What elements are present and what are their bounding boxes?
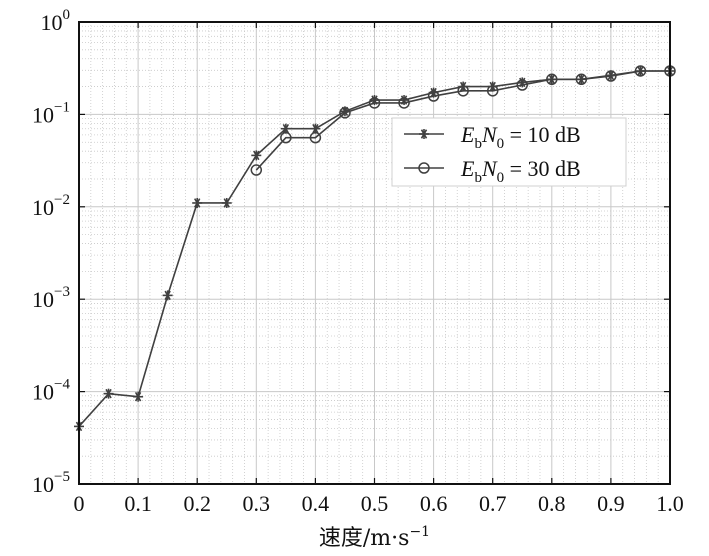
ticks: 0 0.1 0.2 0.3 0.4 0.5 0.6 0.7 0.8 0.9 1.0 10−5 10−4 1… [32,7,684,516]
legend-item: EbN0 = 10 dB [404,122,581,152]
y-tick-label: 10−4 [32,377,70,405]
data-point-asterisk [517,77,528,88]
legend-box [391,117,627,187]
y-tick-label: 100 [41,7,71,35]
x-axis-label-main: 速度/m·s [319,526,410,551]
legend-label: EbN0 = 30 dB [460,156,581,186]
y-tick-label: 10−2 [32,192,70,220]
data-point-asterisk [576,74,587,85]
data-point-asterisk [162,290,173,301]
x-tick-label: 0.5 [361,491,389,516]
x-tick-label: 0.3 [243,491,271,516]
data-point-asterisk [339,106,350,117]
series-ebn0-10db [74,65,675,432]
data-point-asterisk [251,150,262,161]
data-point-asterisk [192,197,203,208]
plot-frame [78,21,671,485]
data-point-asterisk [399,95,410,106]
x-tick-label: 1.0 [656,491,684,516]
data-point-asterisk [369,95,380,106]
x-tick-label: 0.8 [538,491,566,516]
x-tick-label: 0.1 [124,491,152,516]
data-point-asterisk [546,74,557,85]
data-point-asterisk [458,81,469,92]
x-axis-label: 速度/m·s−1 [319,524,430,551]
x-tick-label: 0.2 [183,491,211,516]
x-tick-label: 0.9 [597,491,625,516]
x-tick-label: 0 [74,491,85,516]
legend: EbN0 = 10 dB EbN0 = 30 dB [391,117,627,187]
data-point-asterisk [221,197,232,208]
x-tick-label: 0.7 [479,491,507,516]
grid [79,22,670,484]
data-point-asterisk [419,129,429,139]
data-point-asterisk [487,81,498,92]
y-tick-label: 10−1 [32,99,70,127]
data-point-asterisk [133,391,144,402]
x-tick-label: 0.4 [302,491,330,516]
legend-item: EbN0 = 30 dB [404,156,581,186]
data-point-asterisk [635,65,646,76]
y-tick-label: 10−3 [32,284,70,312]
data-point-asterisk [280,123,291,134]
legend-label: EbN0 = 10 dB [460,122,581,152]
x-axis-label-exp: −1 [409,524,430,540]
data-point-asterisk [103,388,114,399]
y-tick-label: 10−5 [32,469,70,497]
data-point-circle [250,164,263,176]
data-point-asterisk [310,123,321,134]
data-point-asterisk [605,70,616,81]
series-layer [74,65,676,432]
data-point-circle [418,162,430,174]
data-point-asterisk [428,87,439,98]
x-tick-label: 0.6 [420,491,448,516]
